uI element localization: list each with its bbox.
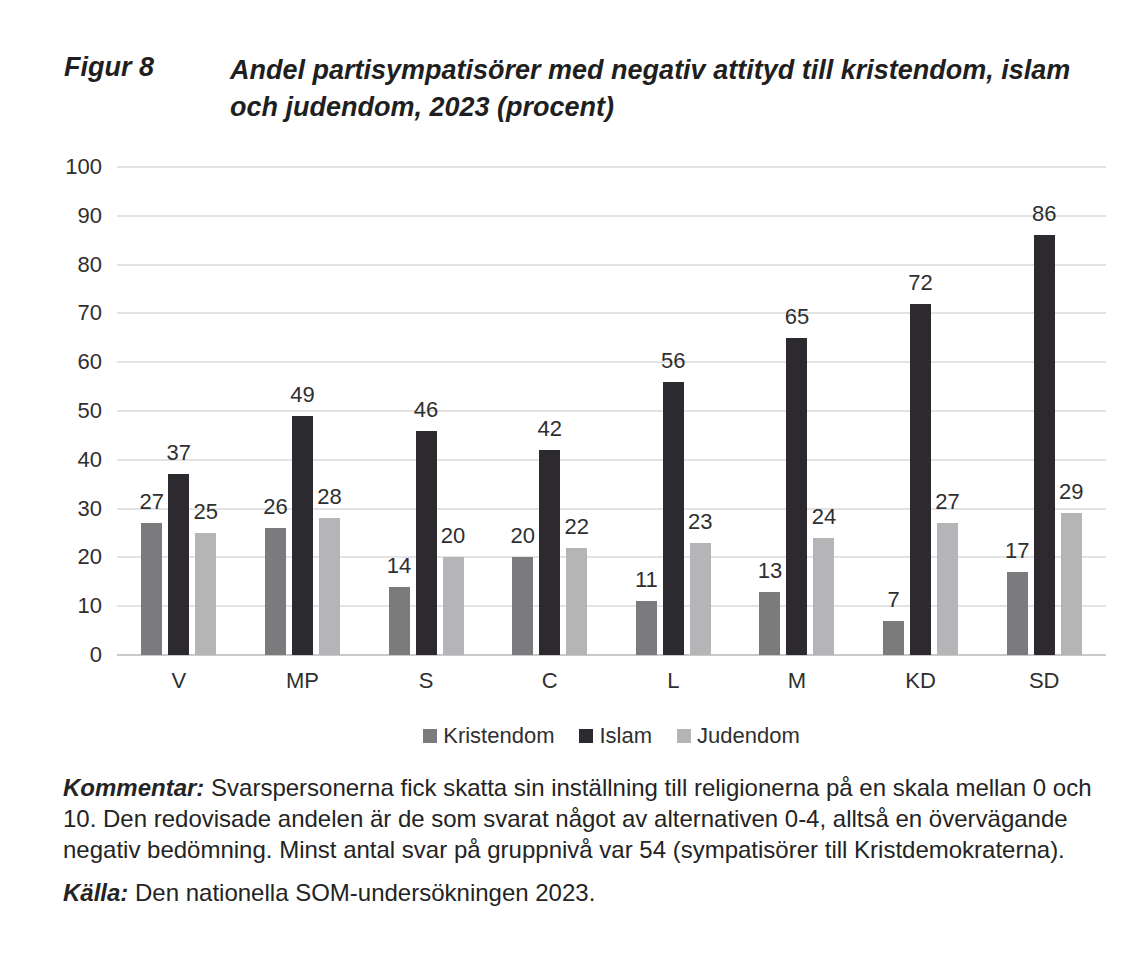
y-axis-tick-label: 10: [40, 593, 102, 619]
bar-judendom-l: [690, 543, 711, 655]
legend-item-judendom: Judendom: [677, 723, 800, 749]
y-axis-tick-label: 90: [40, 203, 102, 229]
bar-value-label: 65: [767, 304, 827, 330]
gridline: [117, 215, 1106, 217]
legend-label: Judendom: [697, 723, 800, 749]
chart-legend: Kristendom Islam Judendom: [117, 723, 1106, 749]
gridline: [117, 264, 1106, 266]
y-axis-tick-label: 80: [40, 252, 102, 278]
bar-kristendom-kd: [883, 621, 904, 655]
bar-value-label: 86: [1014, 201, 1074, 227]
bar-value-label: 37: [149, 440, 209, 466]
x-axis-category-label: C: [488, 668, 612, 694]
comment-label: Kommentar:: [63, 774, 204, 801]
y-axis-tick-label: 60: [40, 349, 102, 375]
legend-swatch-islam: [579, 729, 593, 743]
bar-value-label: 49: [272, 382, 332, 408]
bar-judendom-mp: [319, 518, 340, 655]
y-axis-tick-label: 40: [40, 447, 102, 473]
bar-value-label: 72: [891, 270, 951, 296]
bar-islam-kd: [910, 304, 931, 655]
legend-item-islam: Islam: [579, 723, 652, 749]
gridline: [117, 361, 1106, 363]
source-paragraph: Källa: Den nationella SOM-undersökningen…: [63, 877, 1095, 908]
bar-value-label: 24: [794, 504, 854, 530]
y-axis-tick-label: 0: [40, 642, 102, 668]
bar-value-label: 46: [396, 397, 456, 423]
x-axis-category-label: S: [364, 668, 488, 694]
x-axis-category-label: SD: [982, 668, 1106, 694]
legend-label: Islam: [599, 723, 652, 749]
bar-islam-m: [786, 338, 807, 655]
x-axis-category-label: V: [117, 668, 241, 694]
bar-value-label: 22: [547, 514, 607, 540]
bar-kristendom-mp: [265, 528, 286, 655]
bar-value-label: 56: [643, 348, 703, 374]
legend-swatch-judendom: [677, 729, 691, 743]
gridline: [117, 459, 1106, 461]
bar-kristendom-l: [636, 601, 657, 655]
comment-paragraph: Kommentar: Svarspersonerna fick skatta s…: [63, 772, 1095, 865]
x-axis-category-label: L: [612, 668, 736, 694]
comment-text: Svarspersonerna fick skatta sin inställn…: [63, 774, 1092, 863]
bar-value-label: 25: [176, 499, 236, 525]
bar-kristendom-s: [389, 587, 410, 655]
y-axis-tick-label: 50: [40, 398, 102, 424]
bar-value-label: 29: [1041, 479, 1101, 505]
bar-islam-sd: [1034, 235, 1055, 655]
bar-judendom-m: [813, 538, 834, 655]
bar-islam-c: [539, 450, 560, 655]
source-text: Den nationella SOM-undersökningen 2023.: [135, 879, 595, 906]
y-axis-tick-label: 70: [40, 300, 102, 326]
bar-kristendom-v: [141, 523, 162, 655]
x-axis-category-label: M: [735, 668, 859, 694]
gridline: [117, 410, 1106, 412]
y-axis-tick-label: 30: [40, 496, 102, 522]
legend-item-kristendom: Kristendom: [423, 723, 554, 749]
bar-judendom-v: [195, 533, 216, 655]
figure-page: Figur 8 Andel partisympatisörer med nega…: [0, 0, 1146, 956]
gridline: [117, 312, 1106, 314]
figure-notes: Kommentar: Svarspersonerna fick skatta s…: [63, 772, 1095, 908]
bar-judendom-s: [443, 557, 464, 655]
legend-swatch-kristendom: [423, 729, 437, 743]
y-axis-tick-label: 100: [40, 154, 102, 180]
gridline: [117, 166, 1106, 168]
bar-value-label: 23: [670, 509, 730, 535]
bar-judendom-c: [566, 548, 587, 655]
bar-value-label: 42: [520, 416, 580, 442]
legend-label: Kristendom: [443, 723, 554, 749]
bar-kristendom-m: [759, 592, 780, 655]
bar-kristendom-c: [512, 557, 533, 655]
bar-islam-mp: [292, 416, 313, 655]
bar-judendom-kd: [937, 523, 958, 655]
y-axis-tick-label: 20: [40, 544, 102, 570]
bar-value-label: 28: [299, 484, 359, 510]
bar-judendom-sd: [1061, 513, 1082, 655]
bar-value-label: 20: [423, 523, 483, 549]
bar-value-label: 27: [918, 489, 978, 515]
bar-kristendom-sd: [1007, 572, 1028, 655]
x-axis-category-label: MP: [241, 668, 365, 694]
x-axis-category-label: KD: [859, 668, 983, 694]
source-label: Källa:: [63, 879, 128, 906]
